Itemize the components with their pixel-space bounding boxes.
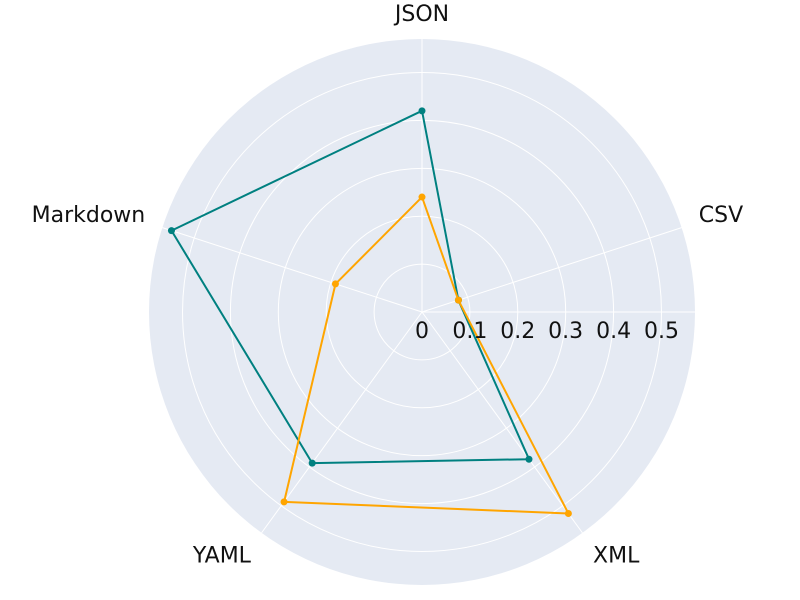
data-point — [419, 107, 426, 114]
category-label-yaml: YAML — [192, 544, 252, 569]
radial-tick-label: 0 — [415, 319, 429, 344]
category-label-csv: CSV — [699, 203, 743, 228]
data-point — [455, 297, 462, 304]
category-label-markdown: Markdown — [32, 203, 146, 228]
category-label-xml: XML — [593, 544, 640, 569]
radial-tick-label: 0.2 — [500, 319, 535, 344]
radial-tick-label: 0.3 — [548, 319, 583, 344]
radial-tick-label: 0.4 — [596, 319, 631, 344]
data-point — [309, 460, 316, 467]
data-point — [281, 498, 288, 505]
radial-tick-label: 0.5 — [644, 319, 679, 344]
data-point — [565, 510, 572, 517]
data-point — [525, 456, 532, 463]
radial-tick-label: 0.1 — [452, 319, 487, 344]
data-point — [168, 227, 175, 234]
data-point — [419, 194, 426, 201]
category-label-json: JSON — [393, 2, 449, 27]
data-point — [332, 280, 339, 287]
